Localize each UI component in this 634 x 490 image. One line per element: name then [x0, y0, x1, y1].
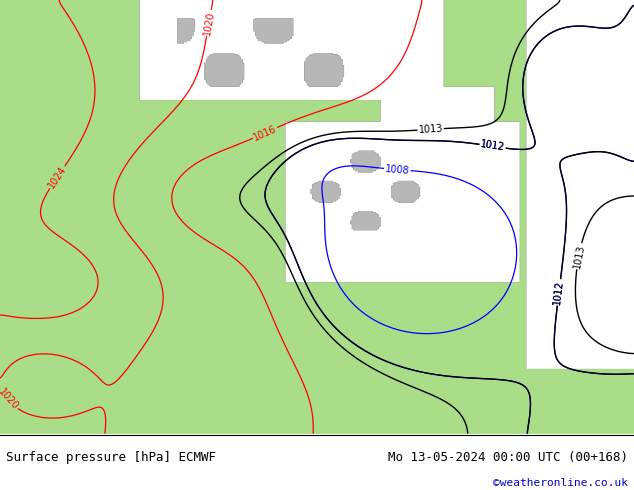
Text: 1013: 1013 — [418, 123, 443, 135]
Text: 1020: 1020 — [0, 387, 20, 412]
Text: 1024: 1024 — [46, 164, 68, 190]
Text: 1008: 1008 — [385, 164, 410, 175]
Text: 1016: 1016 — [252, 123, 278, 143]
Text: Surface pressure [hPa] ECMWF: Surface pressure [hPa] ECMWF — [6, 451, 216, 464]
Text: 1012: 1012 — [552, 279, 566, 305]
Text: Mo 13-05-2024 00:00 UTC (00+168): Mo 13-05-2024 00:00 UTC (00+168) — [387, 451, 628, 464]
Text: 1012: 1012 — [480, 140, 505, 153]
Text: 1012: 1012 — [552, 279, 566, 305]
Text: 1013: 1013 — [572, 243, 586, 269]
Text: ©weatheronline.co.uk: ©weatheronline.co.uk — [493, 478, 628, 488]
Text: 1020: 1020 — [202, 10, 216, 36]
Text: 1012: 1012 — [480, 140, 505, 153]
